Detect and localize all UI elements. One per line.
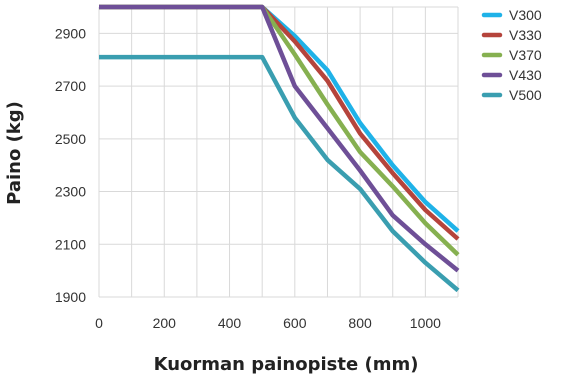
series-line-v430 [99, 4, 460, 273]
legend-label-v500: V500 [509, 87, 542, 103]
y-tick-label-5: 2900 [55, 25, 86, 41]
legend: V300 V330 V370 V430 V500 [481, 7, 542, 103]
y-tick-label-1: 2100 [55, 236, 86, 252]
x-tick-label-2: 400 [218, 315, 242, 331]
x-tick-label-3: 600 [283, 315, 307, 331]
y-tick-label-4: 2700 [55, 78, 86, 94]
x-axis-ticks: 0 200 400 600 800 1000 [95, 315, 441, 331]
series-lines [99, 4, 460, 293]
legend-label-v430: V430 [509, 67, 542, 83]
x-axis-title: Kuorman painopiste (mm) [154, 354, 419, 375]
x-tick-label-4: 800 [348, 315, 372, 331]
y-axis-ticks: 1900 2100 2300 2500 2700 2900 [55, 25, 86, 305]
x-tick-label-5: 1000 [410, 315, 441, 331]
legend-label-v330: V330 [509, 27, 542, 43]
x-tick-label-1: 200 [153, 315, 177, 331]
y-tick-label-2: 2300 [55, 184, 86, 200]
y-tick-label-3: 2500 [55, 131, 86, 147]
x-tick-label-0: 0 [95, 315, 103, 331]
y-tick-label-0: 1900 [55, 289, 86, 305]
y-axis-title: Paino (kg) [4, 101, 25, 205]
legend-label-v300: V300 [509, 7, 542, 23]
series-line-v500 [99, 54, 460, 293]
legend-label-v370: V370 [509, 47, 542, 63]
